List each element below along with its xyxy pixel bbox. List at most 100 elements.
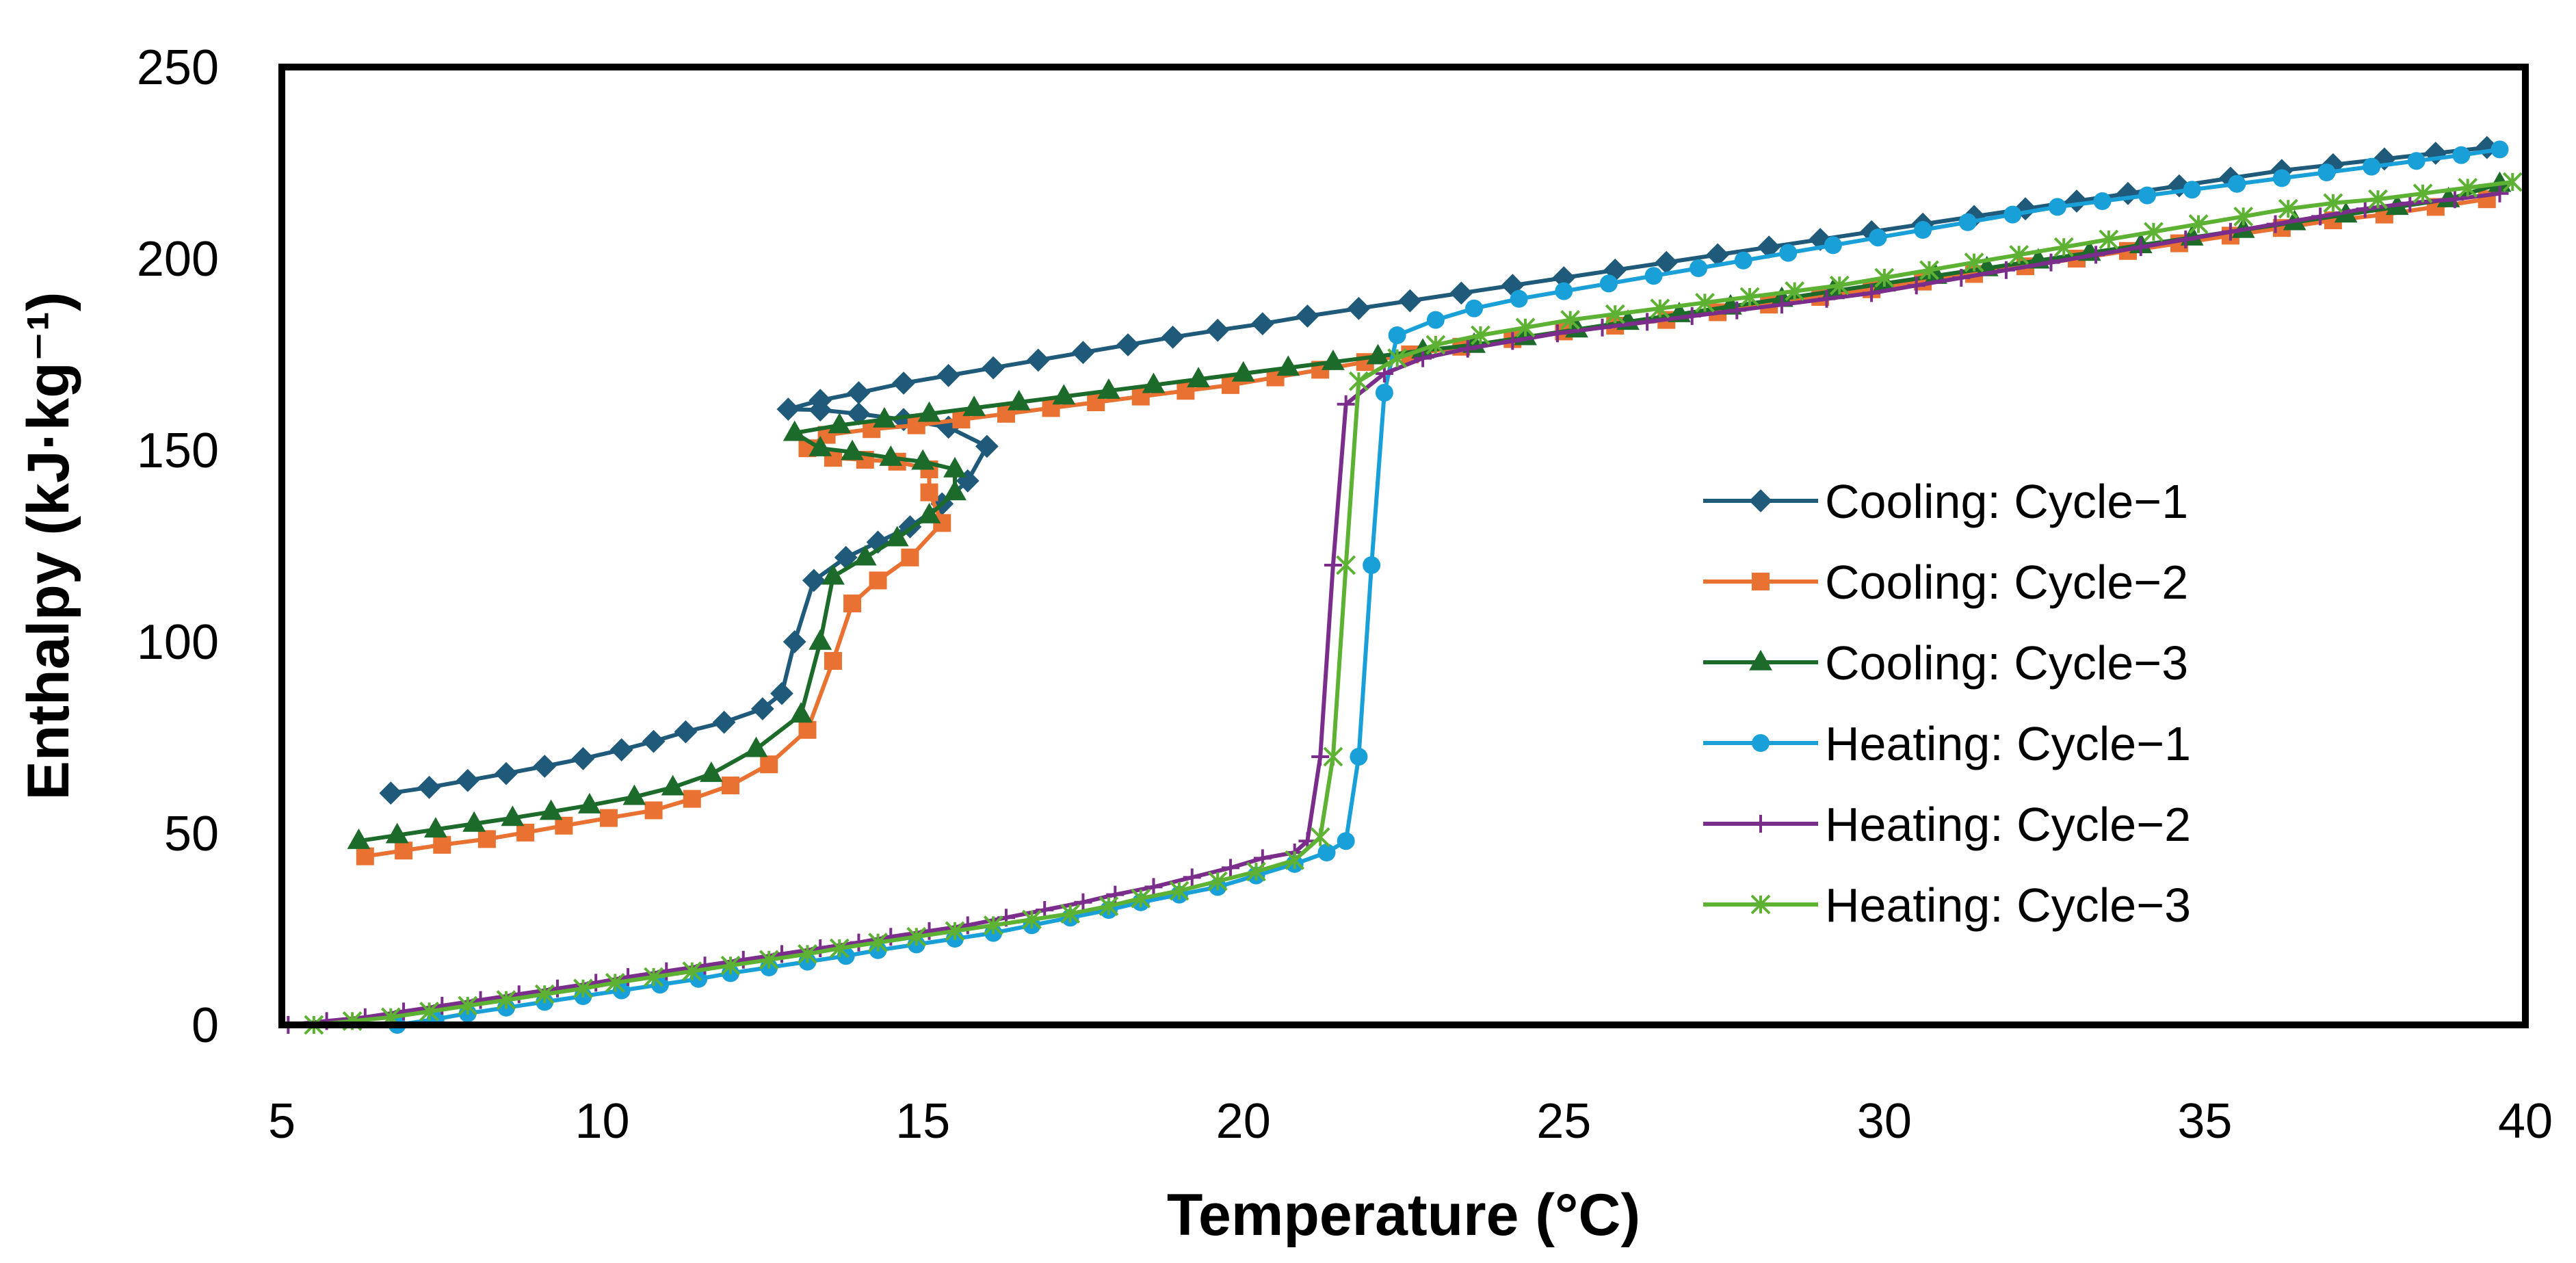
legend-label: Cooling: Cycle−1 xyxy=(1825,475,2188,528)
data-point xyxy=(1997,261,2015,279)
data-point xyxy=(1695,292,1715,313)
data-point xyxy=(2099,229,2119,250)
data-point xyxy=(828,413,852,434)
data-point xyxy=(1964,252,1984,273)
y-tick-label: 50 xyxy=(164,807,219,861)
data-point xyxy=(573,978,593,999)
y-tick-label: 200 xyxy=(137,232,219,287)
data-point xyxy=(1022,909,1042,930)
data-point xyxy=(901,548,919,567)
data-point xyxy=(1161,325,1185,349)
data-point xyxy=(1026,348,1050,372)
data-point xyxy=(1336,555,1356,575)
data-point xyxy=(2317,164,2336,181)
data-point xyxy=(982,356,1006,380)
legend-marker xyxy=(1750,894,1771,915)
data-point xyxy=(458,995,478,1016)
data-point xyxy=(911,449,935,470)
data-point xyxy=(802,569,826,593)
series-layer xyxy=(279,135,2523,1035)
data-point xyxy=(1207,871,1228,891)
data-point xyxy=(1366,343,1390,365)
data-point xyxy=(962,395,986,417)
data-point xyxy=(2445,190,2464,209)
legend-label: Cooling: Cycle−2 xyxy=(1825,556,2188,609)
data-point xyxy=(609,738,633,761)
data-point xyxy=(1097,378,1120,399)
data-point xyxy=(1471,325,1490,346)
data-point xyxy=(1458,339,1477,358)
data-point xyxy=(1817,289,1836,308)
series-line xyxy=(288,191,2500,1027)
data-point xyxy=(2131,238,2150,257)
series-6 xyxy=(304,172,2523,1035)
y-tick-label: 250 xyxy=(137,40,219,95)
data-point xyxy=(712,710,736,734)
data-point xyxy=(1398,289,1422,313)
data-point xyxy=(2452,146,2471,164)
data-point xyxy=(943,480,967,501)
data-point xyxy=(501,805,525,826)
data-point xyxy=(2372,147,2396,171)
data-point xyxy=(1347,296,1371,320)
data-point xyxy=(462,811,486,832)
data-point xyxy=(495,761,518,785)
data-point xyxy=(2177,231,2195,248)
data-point xyxy=(1757,235,1781,259)
data-point xyxy=(2116,181,2140,205)
data-point xyxy=(644,801,663,820)
data-point xyxy=(2003,205,2022,224)
data-point xyxy=(1650,298,1670,319)
data-point xyxy=(1169,881,1190,901)
data-point xyxy=(1324,556,1342,574)
data-point xyxy=(539,799,563,820)
data-point xyxy=(1142,372,1166,393)
data-point xyxy=(2093,192,2112,210)
data-point xyxy=(1863,284,1881,302)
x-tick-label: 40 xyxy=(2498,1094,2553,1149)
data-point xyxy=(424,817,447,838)
data-point xyxy=(1131,888,1151,909)
legend-marker xyxy=(1752,734,1770,752)
data-point xyxy=(577,792,601,813)
data-point xyxy=(1599,274,1618,293)
data-point xyxy=(853,545,877,566)
data-point xyxy=(920,483,938,502)
data-point xyxy=(1785,281,1805,302)
legend-label: Heating: Cycle−2 xyxy=(1825,798,2191,851)
data-point xyxy=(385,822,409,844)
data-point xyxy=(1231,361,1255,382)
data-point xyxy=(770,681,793,705)
data-point xyxy=(683,790,701,808)
data-point xyxy=(1560,310,1581,330)
y-tick-label: 100 xyxy=(137,615,219,670)
data-point xyxy=(417,775,441,799)
data-point xyxy=(783,630,806,653)
data-point xyxy=(682,961,702,982)
data-point xyxy=(1605,304,1625,324)
data-point xyxy=(1250,312,1274,336)
data-point xyxy=(2356,200,2374,218)
data-point xyxy=(2233,206,2254,226)
y-tick-labels: 0 50 100 150 200 250 xyxy=(137,40,219,1053)
legend-label: Heating: Cycle−3 xyxy=(1825,878,2191,932)
data-point xyxy=(759,950,779,970)
legend-item: Cooling: Cycle−1 xyxy=(1703,475,2188,528)
data-point xyxy=(983,915,1003,935)
data-point xyxy=(798,720,817,739)
data-point xyxy=(2413,183,2433,204)
data-point xyxy=(1515,317,1536,338)
data-point xyxy=(2490,140,2509,159)
x-tick-label: 10 xyxy=(575,1094,630,1149)
x-axis-title: Temperature (°C) xyxy=(1167,1182,1640,1248)
data-point xyxy=(674,720,698,744)
data-point xyxy=(2458,177,2478,198)
data-point xyxy=(395,842,413,860)
data-point xyxy=(1919,260,1939,281)
legend-item: Heating: Cycle−1 xyxy=(1703,717,2191,770)
data-point xyxy=(1734,251,1752,270)
data-point xyxy=(936,415,960,439)
data-point xyxy=(2278,198,2298,219)
data-point xyxy=(2266,215,2285,233)
